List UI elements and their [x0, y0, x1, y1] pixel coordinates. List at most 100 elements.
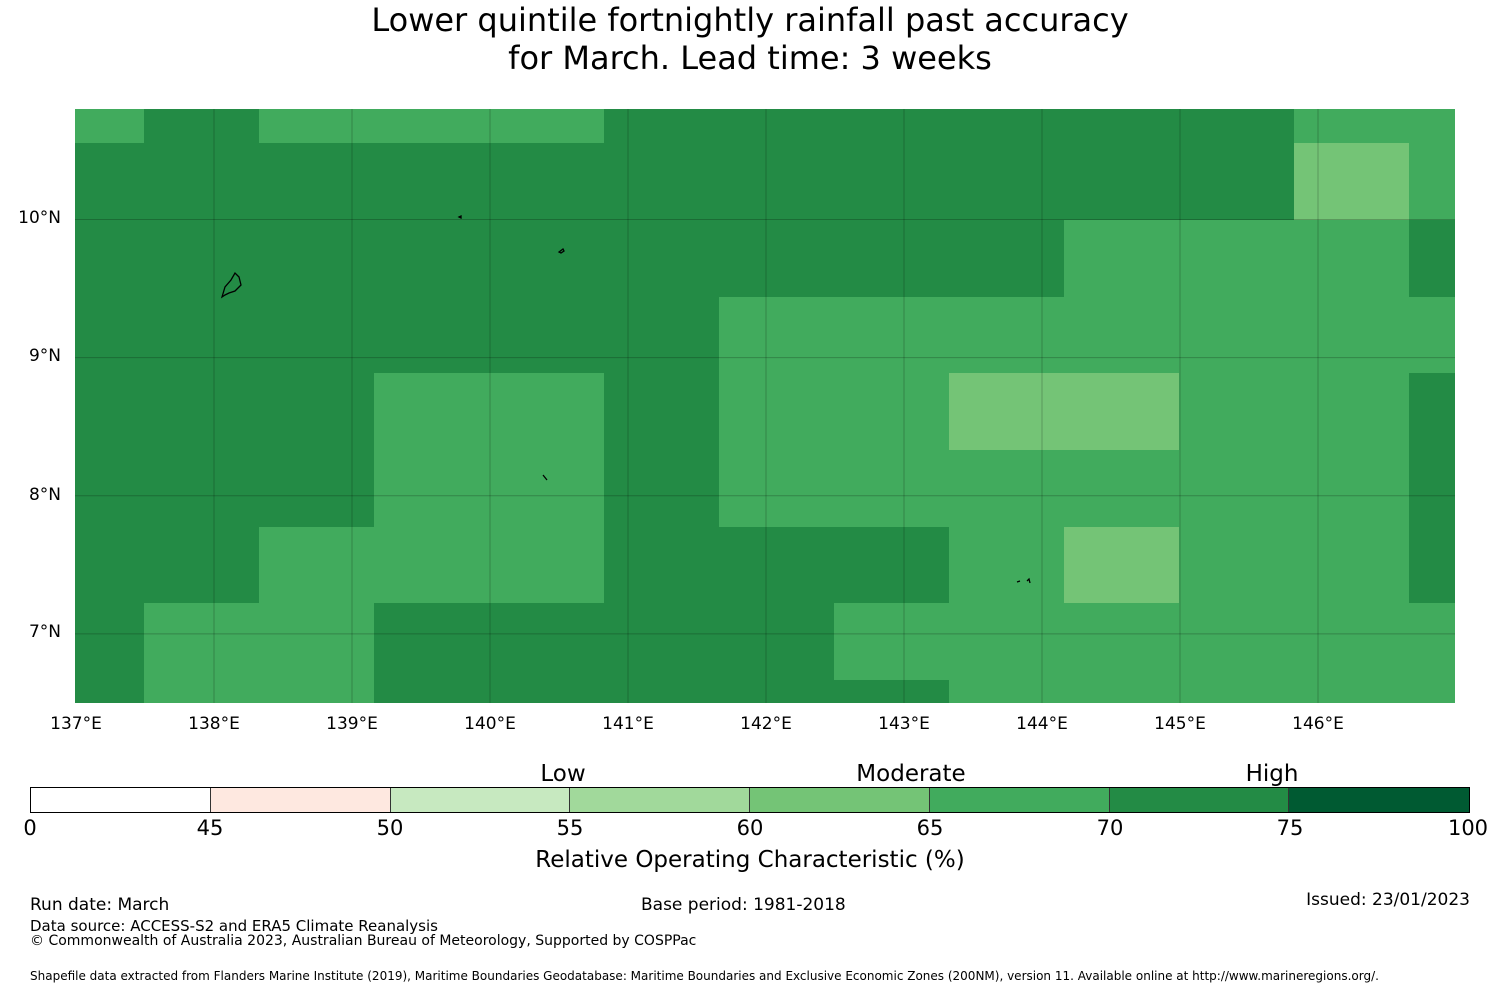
- map-cell: [1294, 109, 1410, 144]
- lon-label-140e: 140°E: [464, 714, 516, 734]
- colorbar-segment-60-65: [750, 788, 930, 812]
- map-cell: [144, 527, 260, 604]
- map-cell: [374, 143, 490, 221]
- lat-label-7n: 7°N: [28, 622, 61, 642]
- map-cell: [719, 373, 835, 451]
- shapefile-credit: Shapefile data extracted from Flanders M…: [30, 969, 1379, 983]
- map-cell: [374, 450, 490, 528]
- colorbar-tick-0: 0: [23, 816, 37, 840]
- colorbar-segment-75-100: [1289, 788, 1469, 812]
- map-cell: [1179, 109, 1295, 144]
- map-cell: [604, 527, 720, 604]
- map-cell: [1294, 603, 1410, 681]
- map-cell: [1064, 220, 1180, 298]
- map-cell: [834, 680, 950, 703]
- map-cell: [719, 143, 835, 221]
- map-cell: [144, 680, 260, 703]
- map-cell: [1179, 220, 1295, 298]
- lon-label-137e: 137°E: [50, 714, 102, 734]
- map-cell: [604, 680, 720, 703]
- island-yap-outline: [220, 271, 242, 299]
- map-cell: [834, 109, 950, 144]
- colorbar-tick-55: 55: [556, 816, 584, 840]
- map-cell: [489, 603, 605, 681]
- issued-date: Issued: 23/01/2023: [1306, 890, 1470, 910]
- map-cell: [75, 297, 145, 374]
- map-cell: [1064, 373, 1180, 451]
- lon-label-138e: 138°E: [188, 714, 240, 734]
- map-cell: [374, 109, 490, 144]
- map-cell: [1294, 450, 1410, 528]
- map-cell: [1294, 373, 1410, 451]
- map-cell: [949, 603, 1065, 681]
- map-cell: [604, 143, 720, 221]
- map-cell: [259, 603, 375, 681]
- run-date: Run date: March: [30, 895, 170, 915]
- map-cell: [144, 109, 260, 144]
- lon-label-145e: 145°E: [1154, 714, 1206, 734]
- colorbar-segment-70-75: [1109, 788, 1290, 812]
- legend-category-moderate: Moderate: [856, 761, 966, 787]
- map-cell: [834, 143, 950, 221]
- map-cell: [1064, 527, 1180, 604]
- map-cell: [489, 109, 605, 144]
- map-cell: [1064, 450, 1180, 528]
- map-cell: [259, 373, 375, 451]
- legend-category-high: High: [1245, 761, 1299, 787]
- map-cell: [1179, 680, 1295, 703]
- colorbar-tick-45: 45: [196, 816, 224, 840]
- map-cell: [374, 680, 490, 703]
- lon-label-143e: 143°E: [878, 714, 930, 734]
- map-cell: [374, 527, 490, 604]
- map-cell: [259, 527, 375, 604]
- map-cell: [489, 450, 605, 528]
- map-cell: [719, 603, 835, 681]
- map-cell: [834, 220, 950, 298]
- map-cell: [489, 373, 605, 451]
- map-cell: [949, 373, 1065, 451]
- colorbar-segment-45-50: [210, 788, 391, 812]
- lon-label-142e: 142°E: [740, 714, 792, 734]
- map-cell: [1409, 450, 1455, 528]
- map-cell: [1294, 680, 1410, 703]
- map-cell: [144, 297, 260, 374]
- base-period: Base period: 1981-2018: [641, 895, 846, 915]
- map-cell: [1294, 297, 1410, 374]
- map-cell: [259, 680, 375, 703]
- map-cell: [719, 450, 835, 528]
- map-cell: [719, 220, 835, 298]
- map-cell: [949, 109, 1065, 144]
- map-cell: [1409, 109, 1455, 144]
- map-cell: [604, 220, 720, 298]
- rainfall-accuracy-map: [75, 109, 1455, 703]
- map-title-line-2: for March. Lead time: 3 weeks: [508, 39, 992, 77]
- colorbar-segment-50-55: [390, 788, 571, 812]
- colorbar-tick-70: 70: [1096, 816, 1124, 840]
- map-cell: [1294, 143, 1410, 221]
- map-cell: [144, 143, 260, 221]
- map-cell: [604, 297, 720, 374]
- map-cell: [1409, 680, 1455, 703]
- map-cell: [374, 220, 490, 298]
- colorbar-segment-0-45: [31, 788, 211, 812]
- colorbar-segment-65-70: [929, 788, 1110, 812]
- map-cell: [1179, 527, 1295, 604]
- map-cell: [75, 143, 145, 221]
- map-cell: [1064, 109, 1180, 144]
- map-canvas: [75, 109, 1455, 703]
- map-cell: [75, 220, 145, 298]
- lon-label-146e: 146°E: [1292, 714, 1344, 734]
- map-cell: [604, 373, 720, 451]
- colorbar-tick-75: 75: [1276, 816, 1304, 840]
- map-cell: [75, 603, 145, 681]
- map-cell: [949, 450, 1065, 528]
- map-cell: [1409, 297, 1455, 374]
- map-cell: [259, 297, 375, 374]
- map-cell: [604, 109, 720, 144]
- colorbar-tick-50: 50: [376, 816, 404, 840]
- copyright: © Commonwealth of Australia 2023, Austra…: [30, 933, 697, 949]
- map-cell: [949, 680, 1065, 703]
- map-cell: [259, 450, 375, 528]
- island-ulithi-outline: [557, 248, 565, 254]
- map-cell: [719, 109, 835, 144]
